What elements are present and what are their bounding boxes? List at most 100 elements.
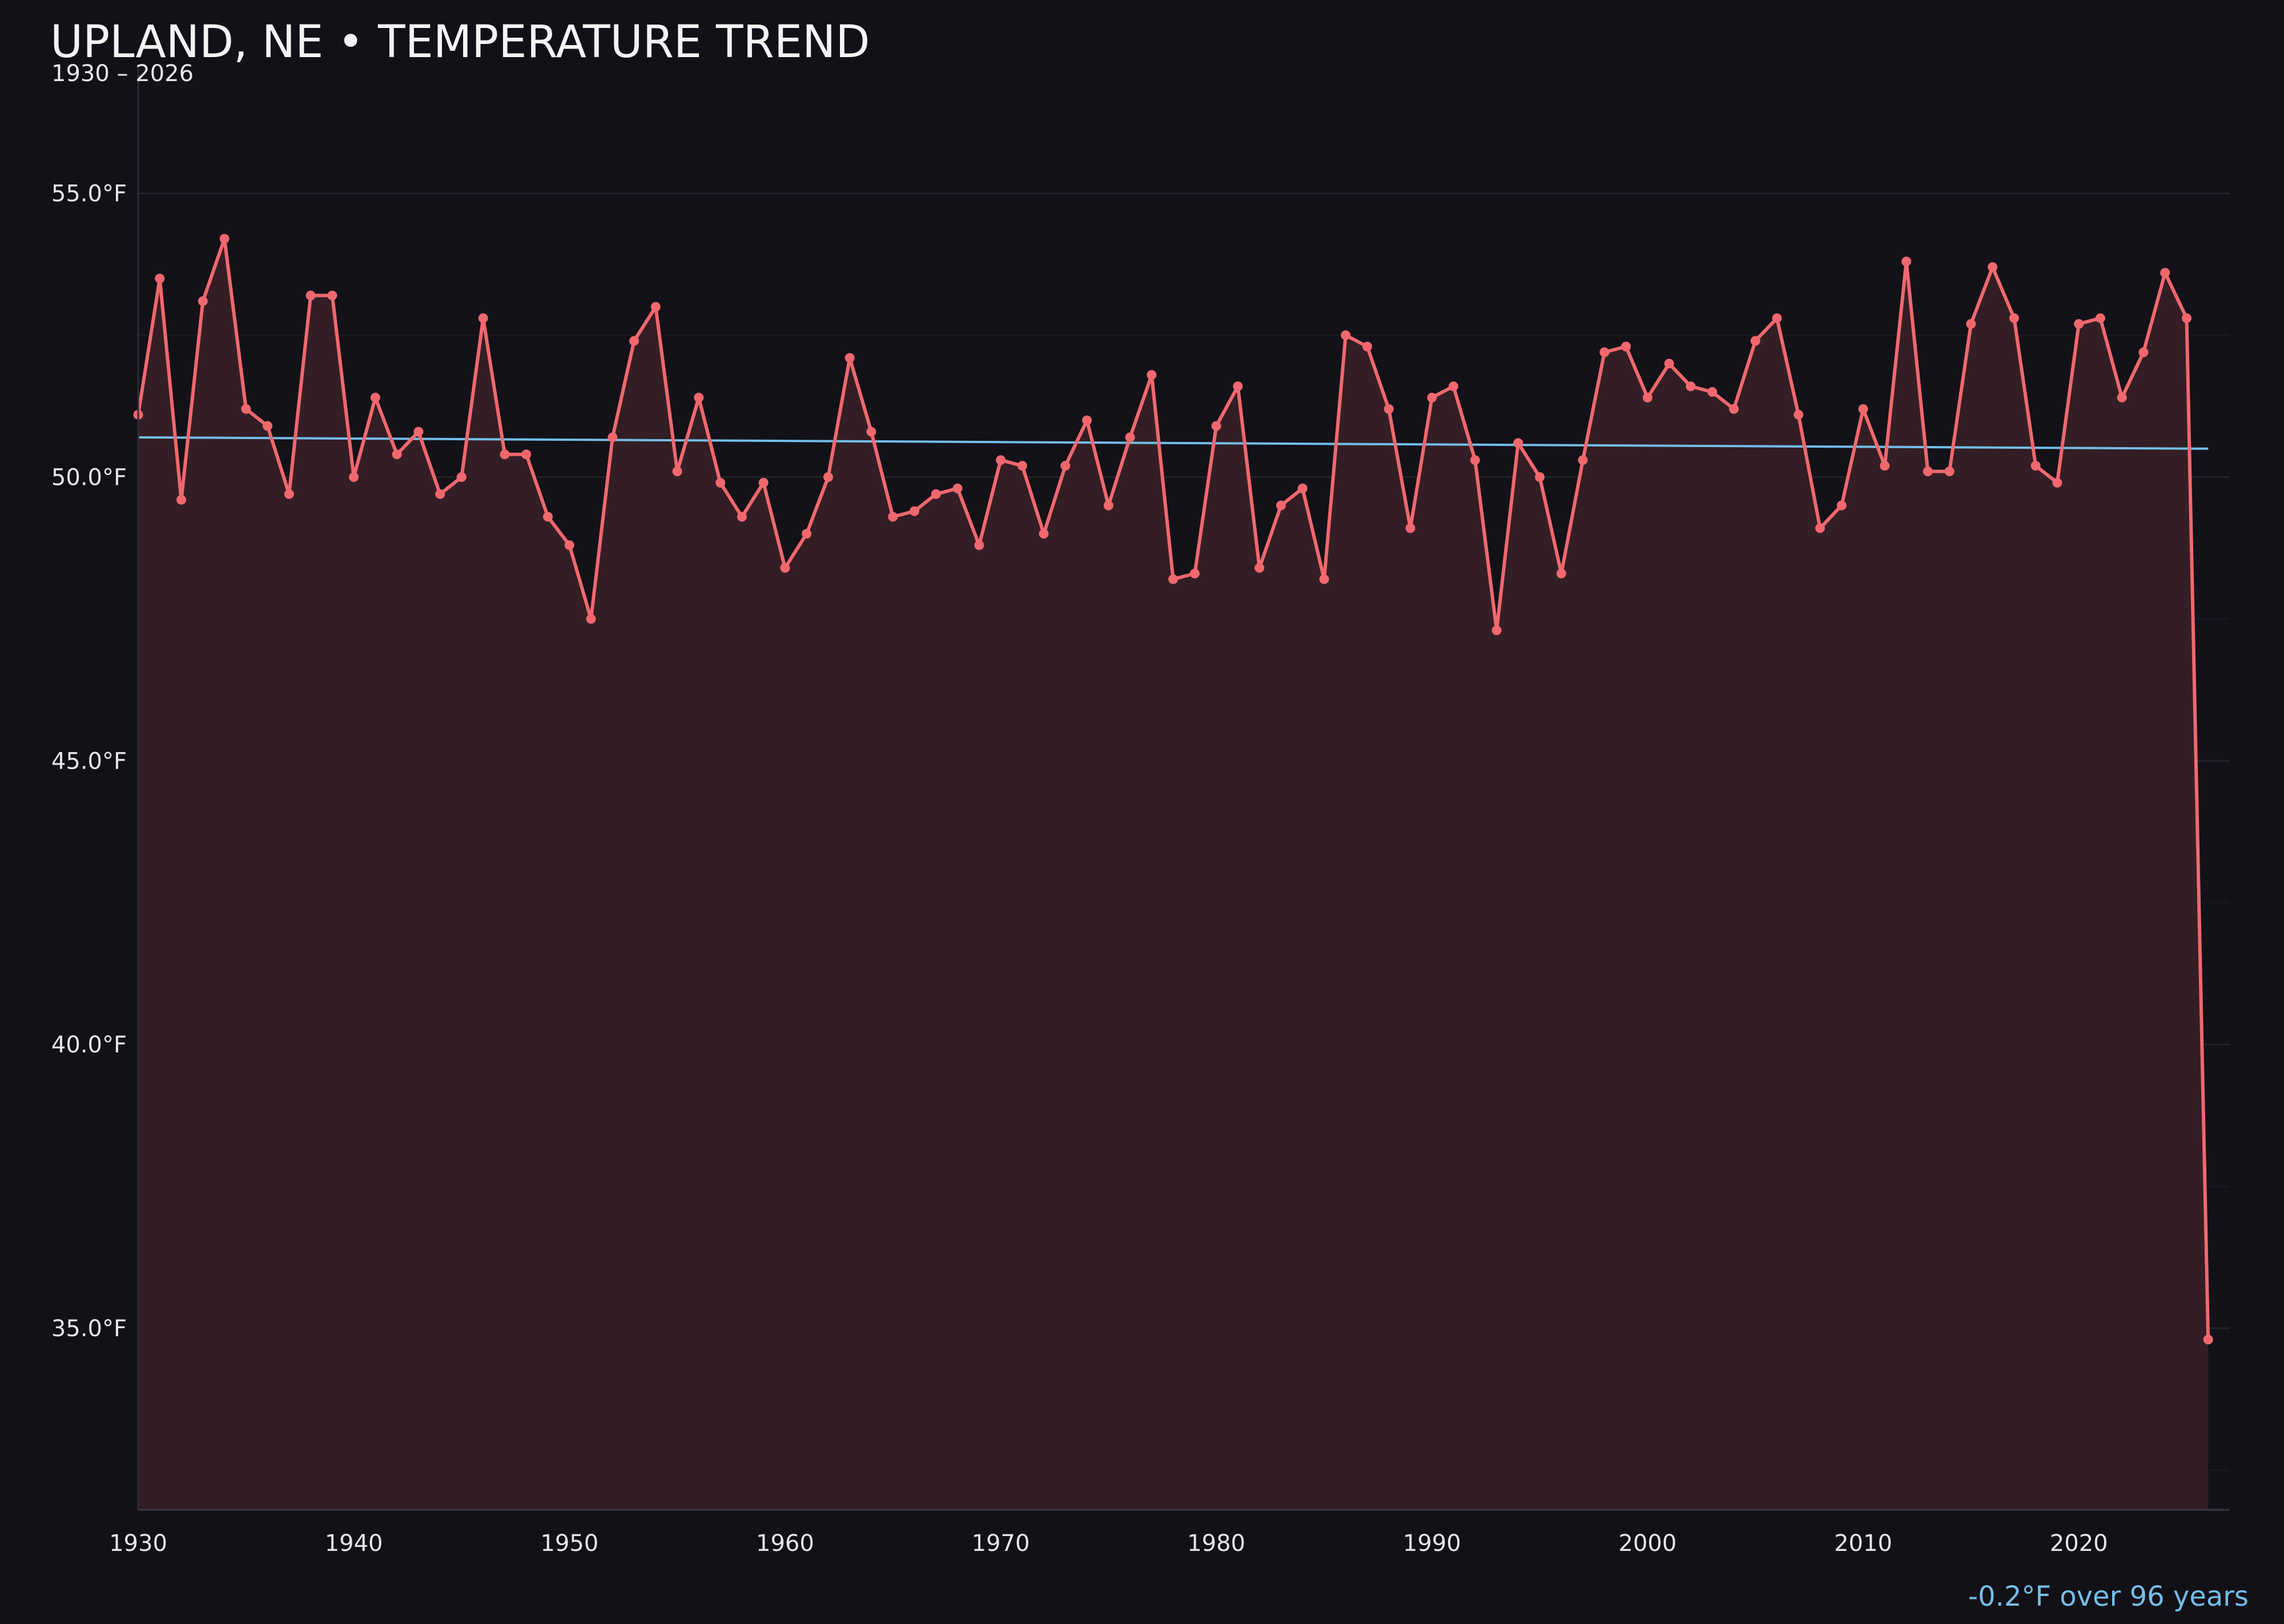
data-point bbox=[780, 563, 790, 573]
data-point bbox=[1125, 432, 1135, 443]
y-tick-label: 50.0°F bbox=[51, 465, 127, 491]
data-point bbox=[1233, 381, 1243, 391]
data-point bbox=[155, 274, 165, 284]
data-point bbox=[1535, 472, 1545, 482]
x-tick-label: 2010 bbox=[1834, 1530, 1892, 1557]
data-point bbox=[500, 449, 510, 460]
data-point bbox=[1944, 467, 1955, 476]
data-point bbox=[1578, 455, 1588, 465]
data-point bbox=[1147, 370, 1157, 380]
y-tick-label: 40.0°F bbox=[51, 1032, 127, 1058]
data-point bbox=[263, 421, 273, 431]
data-point bbox=[521, 449, 532, 460]
data-point bbox=[1664, 359, 1674, 369]
data-point bbox=[974, 540, 984, 550]
data-point bbox=[1362, 341, 1372, 352]
data-point bbox=[823, 472, 833, 482]
data-point bbox=[1319, 574, 1329, 584]
data-point bbox=[1297, 483, 1308, 493]
x-tick-label: 2000 bbox=[1619, 1530, 1677, 1557]
data-point bbox=[1470, 455, 1480, 465]
data-point bbox=[715, 477, 726, 488]
data-point bbox=[672, 467, 682, 476]
data-point bbox=[1017, 461, 1027, 471]
data-point bbox=[1449, 381, 1458, 391]
data-point bbox=[2009, 313, 2019, 323]
data-point bbox=[2030, 461, 2041, 471]
data-point bbox=[1686, 381, 1696, 391]
x-tick-label: 1960 bbox=[756, 1530, 814, 1557]
data-point bbox=[2182, 313, 2191, 323]
data-point bbox=[1384, 404, 1394, 414]
x-tick-label: 1940 bbox=[325, 1530, 383, 1557]
data-point bbox=[1858, 404, 1868, 414]
data-point bbox=[1405, 523, 1416, 533]
data-point bbox=[456, 472, 467, 482]
x-tick-label: 1930 bbox=[109, 1530, 167, 1557]
x-tick-label: 1980 bbox=[1187, 1530, 1245, 1557]
data-point bbox=[241, 404, 251, 414]
data-point bbox=[996, 455, 1006, 465]
data-point bbox=[845, 353, 855, 363]
data-point bbox=[1988, 262, 1998, 272]
y-axis-ticks: 35.0°F 40.0°F 45.0°F 50.0°F 55.0°F bbox=[51, 181, 127, 1342]
x-tick-label: 2020 bbox=[2050, 1530, 2108, 1557]
x-axis-ticks: 1930 1940 1950 1960 1970 1980 1990 2000 2010 2020 bbox=[109, 1530, 2108, 1557]
data-point bbox=[1815, 523, 1825, 533]
data-point bbox=[1082, 415, 1092, 425]
y-tick-label: 35.0°F bbox=[51, 1316, 127, 1342]
data-point bbox=[888, 512, 898, 522]
data-point bbox=[1880, 461, 1890, 471]
chart-subtitle: 1930 – 2026 bbox=[51, 61, 194, 87]
data-point bbox=[758, 477, 769, 488]
data-point bbox=[2138, 347, 2149, 357]
data-point bbox=[1621, 341, 1631, 352]
data-points bbox=[133, 234, 2213, 1345]
data-point bbox=[1642, 392, 1652, 403]
data-point bbox=[1039, 529, 1049, 539]
data-point bbox=[910, 506, 919, 516]
data-point bbox=[608, 432, 618, 443]
data-point bbox=[1103, 500, 1113, 510]
data-point bbox=[629, 336, 639, 346]
data-point bbox=[176, 495, 186, 505]
data-point bbox=[2160, 268, 2170, 278]
data-point bbox=[198, 296, 208, 306]
data-point bbox=[2117, 392, 2127, 403]
x-tick-label: 1950 bbox=[540, 1530, 598, 1557]
data-point bbox=[564, 540, 574, 550]
data-point bbox=[866, 427, 876, 437]
data-point bbox=[1794, 409, 1804, 420]
data-point bbox=[435, 489, 445, 499]
data-point bbox=[284, 489, 294, 499]
chart-title: UPLAND, NE • TEMPERATURE TREND bbox=[50, 17, 870, 68]
data-point bbox=[1060, 461, 1071, 471]
data-point bbox=[413, 427, 424, 437]
data-point bbox=[931, 489, 941, 499]
data-point bbox=[1750, 336, 1760, 346]
data-point bbox=[1211, 421, 1221, 431]
data-point bbox=[737, 512, 747, 522]
data-point bbox=[1513, 438, 1523, 448]
data-point bbox=[1556, 568, 1566, 578]
data-point bbox=[478, 313, 488, 323]
x-tick-label: 1970 bbox=[972, 1530, 1030, 1557]
data-point bbox=[349, 472, 359, 482]
trend-line bbox=[138, 436, 2209, 450]
data-point bbox=[2203, 1334, 2213, 1345]
data-point bbox=[1772, 313, 1782, 323]
data-point bbox=[1276, 500, 1286, 510]
trend-annotation: -0.2°F over 96 years bbox=[1968, 1581, 2249, 1613]
data-point bbox=[1901, 256, 1912, 267]
data-point bbox=[1341, 330, 1351, 340]
data-point bbox=[327, 291, 337, 300]
temperature-area-fill bbox=[138, 239, 2209, 1510]
data-point bbox=[219, 234, 230, 244]
data-point bbox=[1923, 467, 1933, 476]
data-point bbox=[1599, 347, 1610, 357]
data-point bbox=[2052, 477, 2062, 488]
data-point bbox=[543, 512, 553, 522]
data-point bbox=[2095, 313, 2105, 323]
data-point bbox=[305, 291, 316, 300]
